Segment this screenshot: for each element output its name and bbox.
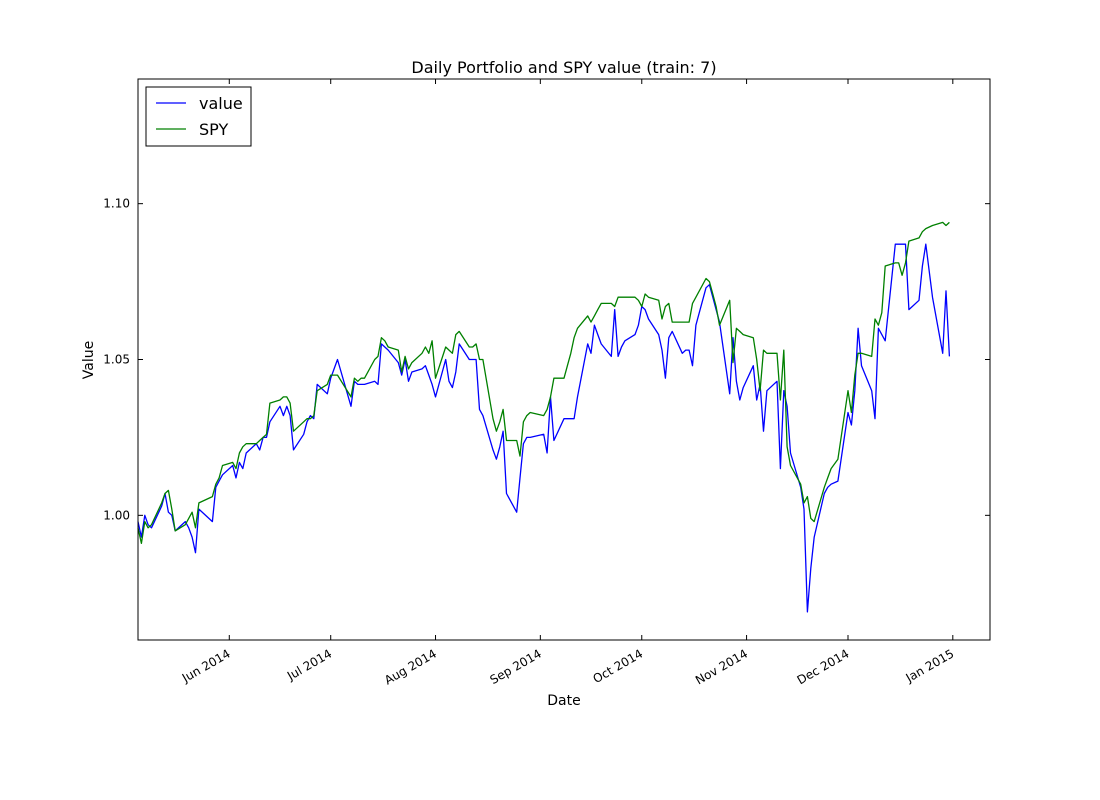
series-line-value bbox=[137, 243, 951, 613]
legend-label-value: value bbox=[199, 94, 243, 113]
legend: value SPY bbox=[145, 86, 252, 147]
plot-background bbox=[138, 79, 990, 640]
legend-label-spy: SPY bbox=[199, 120, 228, 139]
chart-title: Daily Portfolio and SPY value (train: 7) bbox=[411, 58, 716, 77]
legend-box bbox=[145, 86, 252, 147]
y-tick-label: 1.00 bbox=[103, 508, 130, 522]
x-axis-label: Date bbox=[547, 693, 580, 709]
y-tick-label: 1.10 bbox=[103, 197, 130, 211]
plot-area bbox=[137, 78, 991, 641]
series-line-spy bbox=[137, 221, 950, 545]
series-layer bbox=[137, 221, 951, 613]
y-tick-label: 1.05 bbox=[103, 353, 130, 367]
y-axis: 1.00 1.05 1.10 bbox=[103, 197, 990, 522]
y-axis-label: Value bbox=[81, 341, 97, 379]
